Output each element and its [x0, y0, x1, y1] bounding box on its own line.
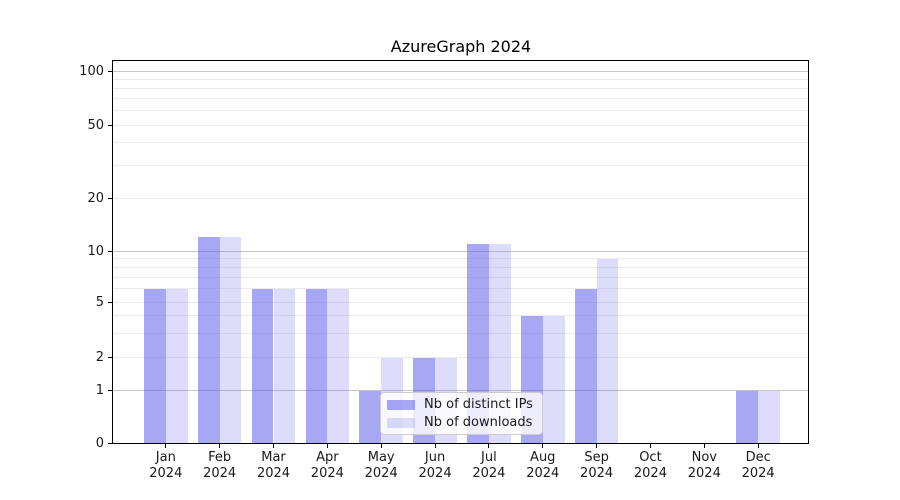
legend-label: Nb of distinct IPs: [424, 396, 533, 412]
legend: Nb of distinct IPs Nb of downloads: [380, 392, 543, 435]
x-tick-label-mar: Mar 2024: [256, 450, 291, 481]
legend-swatch-distinct-ips: [387, 399, 415, 410]
minor-gridline: [113, 124, 809, 126]
minor-gridline: [113, 357, 809, 358]
x-tick-mark: [703, 444, 705, 448]
minor-gridline: [113, 315, 809, 317]
legend-row: Nb of distinct IPs: [387, 396, 542, 412]
y-tick-mark: [108, 443, 112, 444]
legend-swatch-downloads: [387, 417, 415, 428]
x-tick-label-may: May 2024: [364, 450, 398, 481]
minor-gridline: [113, 332, 809, 334]
bar-downloads-feb: [219, 237, 242, 444]
minor-gridline: [113, 267, 809, 269]
x-tick-mark: [488, 444, 490, 448]
y-tick-label: 0: [95, 436, 104, 451]
x-tick-label-jan: Jan 2024: [149, 450, 183, 481]
y-tick-mark: [108, 357, 112, 358]
x-tick-mark: [649, 444, 651, 448]
bar-downloads-mar: [273, 288, 296, 444]
bar-distinct-ips-feb: [197, 237, 220, 444]
y-tick-label: 5: [95, 295, 104, 310]
x-tick-label-jul: Jul 2024: [472, 450, 506, 481]
legend-row: Nb of downloads: [387, 414, 542, 430]
major-gridline: [113, 250, 809, 252]
x-tick-label-sep: Sep 2024: [580, 450, 614, 481]
y-tick-mark: [108, 124, 112, 126]
y-tick-mark: [108, 250, 112, 252]
minor-gridline: [113, 87, 809, 89]
y-tick-mark: [108, 70, 112, 72]
y-tick-label: 50: [87, 117, 104, 133]
x-tick-label-oct: Oct 2024: [633, 450, 667, 481]
minor-gridline: [113, 197, 809, 199]
minor-gridline: [113, 165, 809, 167]
minor-gridline: [113, 288, 809, 290]
x-tick-mark: [542, 444, 544, 448]
y-tick-label: 2: [95, 350, 104, 365]
major-gridline: [113, 70, 809, 72]
x-tick-mark: [219, 444, 221, 448]
bar-distinct-ips-mar: [251, 288, 274, 444]
bar-distinct-ips-apr: [305, 288, 328, 444]
bar-downloads-sep: [596, 258, 619, 444]
x-tick-label-aug: Aug 2024: [526, 450, 560, 481]
bar-downloads-dec: [758, 390, 780, 444]
y-tick-mark: [108, 390, 112, 391]
minor-gridline: [113, 142, 809, 144]
bar-downloads-apr: [327, 288, 350, 444]
x-tick-label-jun: Jun 2024: [418, 450, 452, 481]
minor-gridline: [113, 98, 809, 100]
y-tick-label: 1: [95, 383, 104, 398]
bar-downloads-aug: [542, 315, 565, 444]
x-tick-label-feb: Feb 2024: [203, 450, 237, 481]
x-tick-mark: [434, 444, 436, 448]
x-tick-label-apr: Apr 2024: [310, 450, 344, 481]
major-gridline: [113, 390, 809, 391]
y-tick-mark: [108, 302, 112, 303]
y-tick-mark: [108, 197, 112, 199]
x-tick-mark: [380, 444, 382, 448]
x-tick-label-nov: Nov 2024: [687, 450, 721, 481]
x-tick-mark: [165, 444, 167, 448]
y-tick-label: 10: [87, 243, 104, 259]
x-tick-mark: [326, 444, 328, 448]
bar-downloads-jan: [165, 288, 188, 444]
bar-distinct-ips-may: [359, 390, 382, 444]
legend-label: Nb of downloads: [424, 414, 533, 430]
minor-gridline: [113, 78, 809, 80]
bar-distinct-ips-dec: [736, 390, 759, 444]
x-tick-mark: [596, 444, 598, 448]
minor-gridline: [113, 110, 809, 112]
chart-title: AzureGraph 2024: [390, 37, 532, 56]
minor-gridline: [113, 258, 809, 260]
bar-distinct-ips-sep: [574, 288, 597, 444]
x-tick-label-dec: Dec 2024: [741, 450, 775, 481]
bar-distinct-ips-jan: [144, 288, 166, 444]
minor-gridline: [113, 302, 809, 303]
minor-gridline: [113, 277, 809, 278]
y-tick-label: 20: [87, 190, 104, 206]
x-tick-mark: [273, 444, 274, 448]
x-tick-mark: [757, 444, 759, 448]
y-tick-label: 100: [79, 63, 104, 79]
